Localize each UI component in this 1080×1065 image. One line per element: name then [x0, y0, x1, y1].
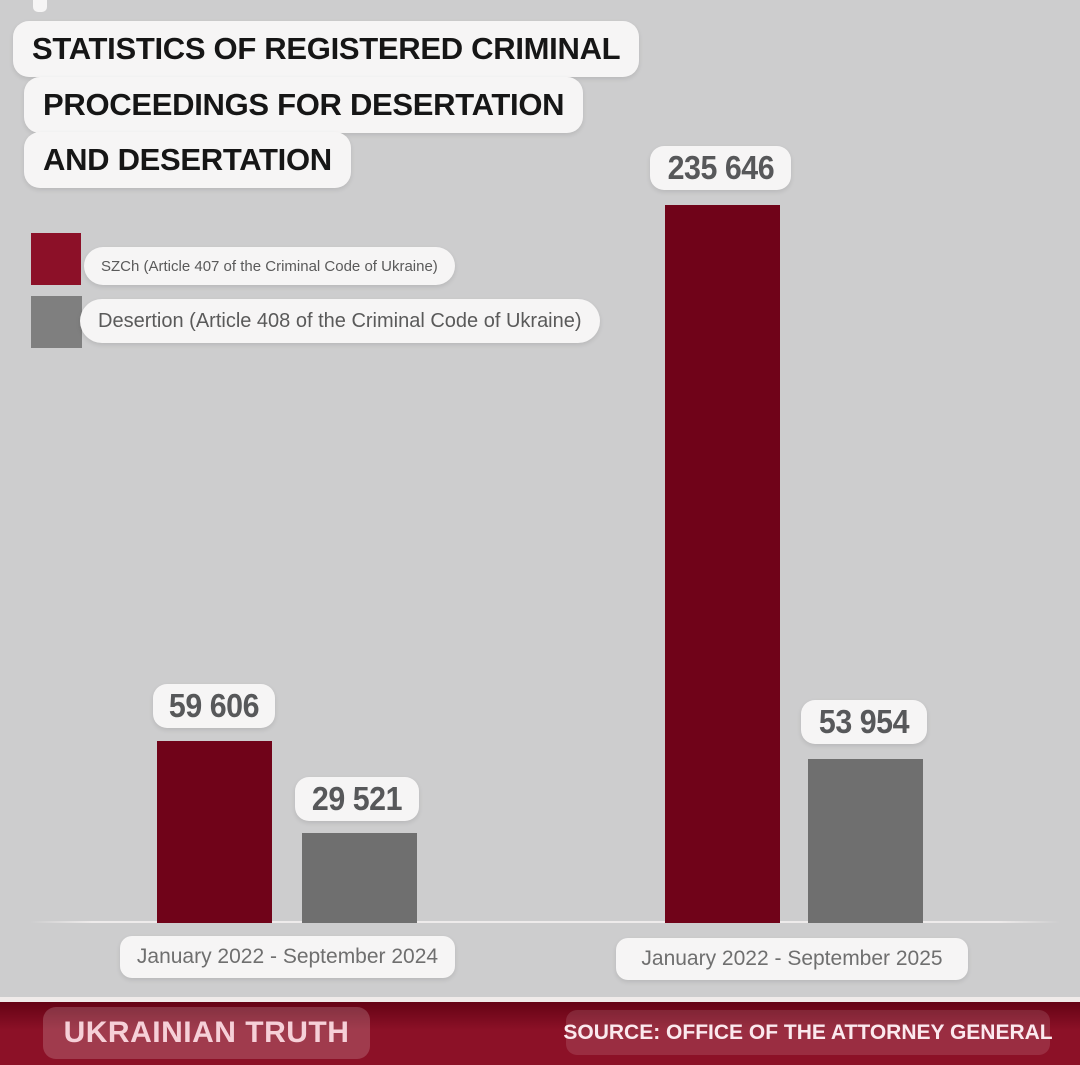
source-badge: SOURCE: OFFICE OF THE ATTORNEY GENERAL [563, 1010, 1053, 1055]
footer-bar: UKRAINIAN TRUTH SOURCE: OFFICE OF THE AT… [0, 1002, 1080, 1065]
chart-title-line-2: PROCEEDINGS FOR DESERTATION [24, 77, 584, 133]
value-label-desertion-2022-2025: 53 954 [801, 700, 927, 744]
legend-label-szch: SZCh (Article 407 of the Criminal Code o… [84, 247, 455, 285]
value-label-desertion-2022-2024: 29 521 [295, 777, 419, 821]
value-label-szch-2022-2025: 235 646 [650, 146, 791, 190]
brand-badge: UKRAINIAN TRUTH [43, 1007, 370, 1059]
baseline-axis [30, 921, 1060, 923]
bar-desertion-2022-2025 [808, 759, 923, 923]
bar-szch-2022-2024 [157, 741, 272, 923]
legend-swatch-desertion [31, 296, 82, 348]
category-label-2022-2025: January 2022 - September 2025 [616, 938, 968, 980]
value-label-szch-2022-2024: 59 606 [153, 684, 275, 728]
chart-title-line-1: STATISTICS OF REGISTERED CRIMINAL [13, 21, 640, 77]
top-notch-decoration [33, 0, 47, 12]
legend-label-desertion: Desertion (Article 408 of the Criminal C… [80, 299, 600, 343]
bar-desertion-2022-2024 [302, 833, 417, 923]
bar-szch-2022-2025 [665, 205, 780, 923]
legend-swatch-szch [31, 233, 81, 285]
chart-title-line-3: AND DESERTATION [24, 132, 351, 188]
category-label-2022-2024: January 2022 - September 2024 [120, 936, 455, 978]
footer-separator [0, 997, 1080, 1002]
